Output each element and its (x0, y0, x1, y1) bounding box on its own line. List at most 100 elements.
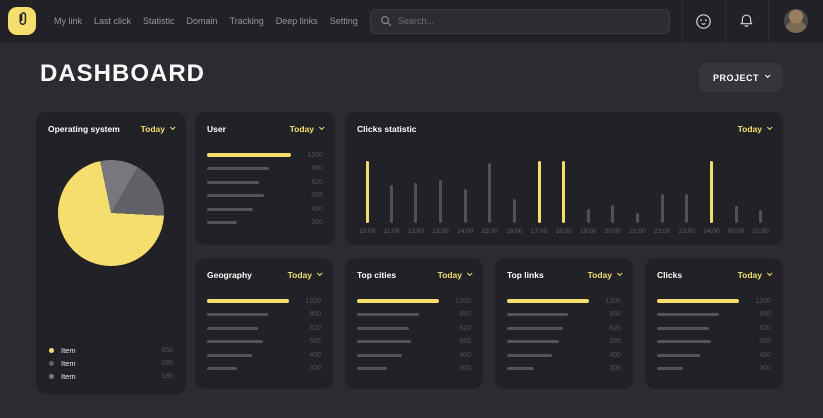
bar-row: 400 (507, 351, 621, 359)
bar (357, 326, 410, 330)
bar (562, 161, 566, 223)
period-dropdown[interactable]: Today (289, 123, 325, 134)
bar-row: 1200 (507, 297, 621, 305)
bar-row: 300 (207, 219, 323, 227)
chevron-down-icon (318, 123, 325, 130)
bar (207, 326, 258, 330)
bar-value: 585 (459, 338, 471, 345)
bar-value: 400 (759, 351, 771, 359)
emoji-button[interactable] (683, 0, 725, 42)
main-nav: My link Last click Statistic Domain Trac… (54, 16, 358, 26)
nav-item-statistic[interactable]: Statistic (143, 16, 175, 26)
nav-item-my-link[interactable]: My link (54, 16, 83, 26)
bar-column: 01:00 (753, 210, 769, 235)
emoji-face-icon (695, 13, 712, 30)
chevron-down-icon (766, 123, 773, 130)
paperclip-icon (16, 10, 29, 32)
legend-dot (49, 360, 54, 366)
legend-value: 650 (161, 346, 173, 354)
search-bar[interactable] (369, 8, 670, 34)
user-card: User Today 1200 850 620 585 400 300 (195, 112, 335, 245)
bar (709, 161, 713, 223)
period-dropdown[interactable]: Today (738, 269, 773, 280)
period-dropdown[interactable]: Today (738, 123, 773, 134)
project-dropdown-button[interactable]: PROJECT (698, 63, 783, 92)
axis-tick-label: 20:00 (604, 228, 622, 235)
axis-tick-label: 14:00 (457, 228, 474, 235)
bar-row: 400 (657, 351, 771, 359)
period-dropdown[interactable]: Today (588, 269, 623, 280)
bar-column: 14:00 (457, 189, 473, 235)
bar (357, 299, 439, 303)
bar-value: 1200 (755, 297, 771, 305)
divider (724, 0, 726, 42)
axis-tick-label: 18:00 (555, 228, 572, 235)
period-dropdown[interactable]: Today (287, 269, 323, 280)
bar (657, 326, 710, 330)
bar-row: 300 (507, 365, 621, 373)
bar (507, 353, 553, 357)
bar-value: 850 (759, 311, 771, 318)
bar-row: 620 (507, 324, 621, 332)
bar (507, 299, 589, 303)
period-label: Today (287, 270, 312, 280)
notifications-button[interactable] (726, 0, 768, 42)
clicks-statistic-card: Clicks statistic Today 10:00 11:00 12:00 13… (345, 112, 783, 245)
bar-column: 21:00 (629, 213, 646, 235)
bar-column: 17:00 (531, 161, 547, 235)
bar-value: 400 (311, 205, 323, 213)
top-cities-card: Top cities Today 1200 850 620 585 400 300 (345, 258, 483, 389)
bar (207, 180, 260, 184)
nav-item-domain[interactable]: Domain (186, 16, 218, 26)
bar-column: 16:00 (506, 199, 523, 235)
bar-row: 585 (657, 338, 771, 346)
bar-column: 24:00 (703, 161, 720, 235)
bar-row: 1200 (657, 297, 771, 305)
nav-item-setting[interactable]: Setting (329, 16, 358, 26)
bar-value: 300 (309, 365, 321, 372)
period-label: Today (289, 124, 314, 134)
pie-legend: Item 650 Item 285 Item 185 (49, 346, 173, 381)
nav-item-deep-links[interactable]: Deep links (275, 16, 318, 26)
bar (357, 340, 412, 343)
nav-item-tracking[interactable]: Tracking (229, 16, 264, 26)
bar-row: 585 (357, 338, 471, 346)
legend-row: Item 185 (49, 372, 173, 381)
legend-value: 285 (161, 359, 173, 367)
divider (681, 0, 683, 42)
top-cities-bar-chart: 1200 850 620 585 400 300 (345, 297, 483, 373)
axis-tick-label: 01:00 (752, 228, 769, 235)
app-logo[interactable] (8, 7, 36, 35)
bar (414, 183, 418, 223)
bar (657, 313, 720, 316)
bar-row: 300 (657, 365, 771, 373)
bar (207, 367, 237, 370)
bar-column: 15:00 (482, 163, 498, 235)
bar (507, 340, 560, 343)
bar-row: 850 (357, 311, 471, 319)
legend-label: Item (61, 358, 76, 368)
bar-value: 620 (459, 324, 471, 332)
profile-button[interactable] (769, 0, 823, 42)
nav-item-last-click[interactable]: Last click (94, 16, 132, 26)
bar (207, 353, 253, 357)
period-label: Today (437, 270, 462, 280)
bar-column: 13:00 (432, 180, 449, 235)
bar (207, 207, 254, 211)
axis-tick-label: 15:00 (481, 228, 498, 235)
period-dropdown[interactable]: Today (141, 123, 176, 134)
legend-row: Item 650 (49, 346, 173, 355)
card-title: Operating system (48, 124, 120, 134)
bar-value: 620 (309, 324, 321, 332)
search-icon (380, 15, 392, 27)
project-dropdown-label: PROJECT (712, 72, 759, 83)
bar (207, 299, 289, 303)
bar (657, 367, 684, 370)
bar-row: 300 (207, 365, 321, 373)
search-input[interactable] (397, 16, 660, 26)
period-dropdown[interactable]: Today (437, 269, 473, 280)
bar (636, 213, 640, 223)
chevron-down-icon (766, 269, 773, 276)
bar (537, 161, 541, 223)
card-title: User (207, 124, 226, 134)
